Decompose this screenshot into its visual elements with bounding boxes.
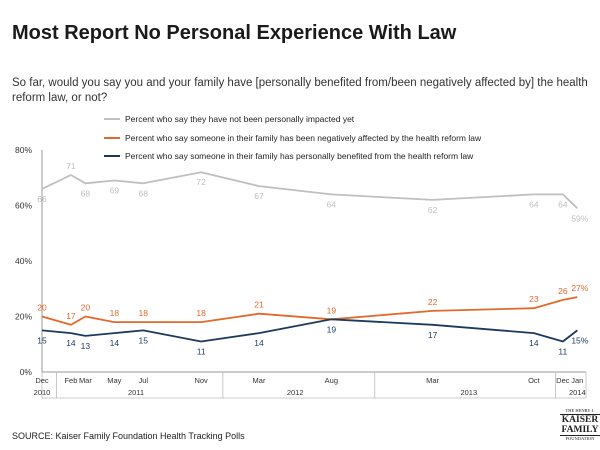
data-label: 11 [558, 346, 567, 356]
source-note: SOURCE: Kaiser Family Foundation Health … [12, 431, 245, 441]
logo-line-3: FAMILY [561, 425, 599, 435]
data-label: 64 [327, 199, 337, 209]
data-label: 17 [428, 330, 438, 340]
x-tick-label: Jan [571, 376, 583, 385]
data-label: 20 [37, 303, 47, 313]
year-label: 2010 [34, 388, 51, 397]
data-label: 59% [571, 213, 588, 223]
data-label: 67 [254, 191, 264, 201]
year-label: 2013 [460, 388, 477, 397]
data-label: 17 [66, 311, 76, 321]
data-label: 22 [428, 297, 438, 307]
x-tick-label: May [107, 376, 121, 385]
year-label: 2012 [287, 388, 304, 397]
logo-line-1: THE HENRY J. [560, 408, 600, 415]
data-label: 18 [196, 308, 206, 318]
series-line [41, 318, 578, 343]
data-label: 21 [254, 300, 264, 310]
x-tick-label: Dec [35, 376, 49, 385]
y-tick-label: 80% [15, 145, 32, 155]
y-tick-label: 20% [15, 312, 32, 322]
y-tick-label: 0% [20, 367, 33, 377]
data-label: 69 [110, 186, 120, 196]
legend-label: Percent who say someone in their family … [125, 151, 474, 161]
data-label: 64 [558, 199, 568, 209]
year-label: 2011 [128, 388, 144, 397]
data-label: 18 [110, 308, 120, 318]
data-label: 15% [571, 335, 588, 345]
year-label: 2014 [569, 388, 586, 397]
data-label: 71 [66, 161, 76, 171]
data-label: 14 [254, 338, 264, 348]
data-label: 68 [81, 188, 91, 198]
data-label: 14 [66, 338, 76, 348]
legend-label: Percent who say someone in their family … [125, 133, 482, 143]
data-label: 62 [428, 205, 438, 215]
chart-subtitle: So far, would you say you and your famil… [12, 77, 588, 104]
data-label: 26 [558, 286, 568, 296]
data-label: 13 [81, 341, 91, 351]
x-tick-label: Mar [79, 376, 92, 385]
x-tick-label: Jul [138, 376, 148, 385]
logo-line-4: FOUNDATION [560, 435, 600, 442]
data-label: 19 [327, 324, 337, 334]
x-tick-label: Mar [426, 376, 439, 385]
data-label: 14 [529, 338, 539, 348]
series-line [41, 171, 578, 209]
data-label: 72 [196, 177, 206, 187]
data-label: 19 [327, 305, 337, 315]
data-label: 15 [139, 335, 149, 345]
data-label: 11 [197, 346, 206, 356]
data-label: 68 [139, 188, 149, 198]
x-tick-label: Mar [253, 376, 266, 385]
y-tick-label: 60% [15, 201, 32, 211]
data-label: 15 [37, 335, 47, 345]
data-label: 18 [139, 308, 149, 318]
data-label: 27% [571, 283, 588, 293]
x-tick-label: Feb [64, 376, 77, 385]
x-tick-label: Aug [325, 376, 338, 385]
data-label: 14 [110, 338, 120, 348]
kff-logo: THE HENRY J. KAISER FAMILY FOUNDATION [560, 408, 600, 442]
x-tick-label: Nov [194, 376, 208, 385]
chart-title: Most Report No Personal Experience With … [12, 22, 457, 44]
data-label: 23 [529, 294, 539, 304]
data-label: 20 [81, 303, 91, 313]
data-label: 66 [37, 194, 47, 204]
y-tick-label: 40% [15, 256, 32, 266]
logo-line-2: KAISER [561, 415, 599, 425]
x-tick-label: Dec [556, 376, 570, 385]
data-label: 64 [529, 199, 539, 209]
legend-label: Percent who say they have not been perso… [125, 114, 355, 124]
series-line [41, 296, 578, 326]
x-tick-label: Oct [528, 376, 541, 385]
